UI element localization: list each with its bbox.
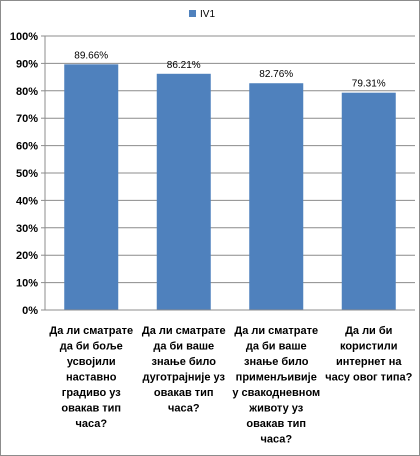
- category-label: Да ли сматрате да би ваше знање било примен…: [232, 325, 320, 446]
- data-label: 86.21%: [167, 60, 201, 71]
- category-label: Да ли би користили интернет на часу овог ти…: [325, 325, 412, 384]
- bar: [341, 92, 396, 310]
- y-tick-label: 80%: [16, 86, 38, 98]
- legend: IV1: [189, 9, 215, 20]
- y-tick-label: 20%: [16, 250, 38, 262]
- bars: [64, 64, 396, 310]
- y-tick-label: 70%: [16, 113, 38, 125]
- legend-swatch-iv1: [189, 10, 196, 17]
- bar: [249, 83, 304, 310]
- y-tick-label: 40%: [16, 195, 38, 207]
- y-tick-label: 90%: [16, 58, 38, 70]
- category-label: Да ли сматрате да би ваше знање било дуготр…: [142, 325, 226, 415]
- legend-label-iv1: IV1: [200, 9, 215, 20]
- y-tick-label: 100%: [10, 31, 38, 43]
- y-tick-label: 60%: [16, 141, 38, 153]
- y-axis-ticks: 0% 10% 20% 30% 40% 50% 60% 70% 80% 90% 100%: [10, 31, 45, 317]
- data-label: 89.66%: [74, 50, 108, 61]
- category-label: Да ли сматрате да би боље усвојили наставно…: [49, 325, 133, 430]
- bar: [64, 64, 119, 310]
- category-labels: Да ли сматрате да би боље усвојили наставно…: [49, 325, 412, 446]
- data-labels: 89.66% 86.21% 82.76% 79.31%: [74, 50, 386, 89]
- bar: [156, 73, 211, 310]
- y-tick-label: 10%: [16, 278, 38, 290]
- y-tick-label: 0%: [22, 305, 38, 317]
- y-tick-label: 30%: [16, 223, 38, 235]
- axes: [44, 36, 415, 311]
- data-label: 79.31%: [352, 79, 386, 90]
- y-tick-label: 50%: [16, 168, 38, 180]
- data-label: 82.76%: [259, 69, 293, 80]
